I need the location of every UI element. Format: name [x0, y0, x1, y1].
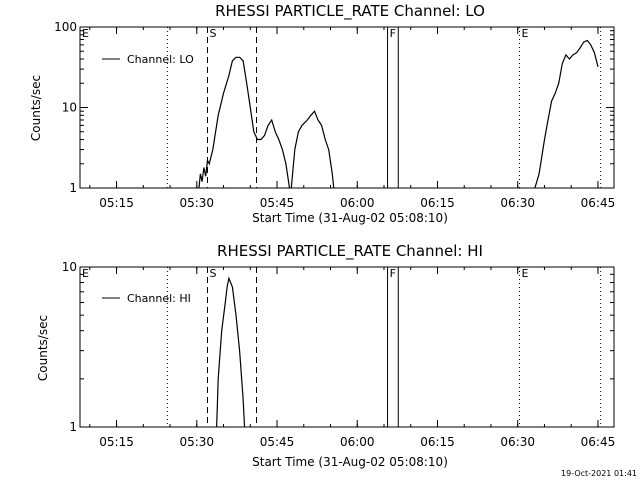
x-tick-label-lo: 06:00 [340, 196, 375, 210]
y-tick-label-lo: 100 [54, 20, 77, 34]
x-tick-label-hi: 05:45 [260, 435, 295, 449]
x-tick-label-lo: 05:15 [99, 196, 134, 210]
event-marker-label-hi: F [390, 267, 396, 280]
event-marker-label-hi: E [522, 267, 529, 280]
legend-label-hi: Channel: HI [127, 292, 191, 305]
event-marker-label-lo: E [522, 27, 529, 40]
series-line-lo [534, 39, 599, 188]
x-tick-label-lo: 06:30 [500, 196, 535, 210]
legend-label-lo: Channel: LO [127, 53, 194, 66]
panel-lo: RHESSI PARTICLE_RATE Channel: LO 05:15 05… [29, 2, 615, 225]
legend-lo: Channel: LO [102, 53, 194, 66]
panel-hi: RHESSI PARTICLE_RATE Channel: HI 05:15 05… [36, 242, 615, 469]
x-tick-label-hi: 06:00 [340, 435, 375, 449]
x-tick-label-hi: 05:15 [99, 435, 134, 449]
timestamp-stamp: 19-Oct-2021 01:41 [561, 469, 637, 478]
y-axis-label-hi: Counts/sec [36, 315, 50, 381]
x-tick-label-lo: 05:30 [179, 196, 214, 210]
x-tick-label-hi: 06:45 [581, 435, 616, 449]
plot-area-hi: 05:15 05:30 05:45 06:00 06:15 06:30 06:45 1 10 E S… [62, 260, 616, 449]
x-tick-label-hi: 05:30 [179, 435, 214, 449]
y-tick-label-lo: 1 [69, 181, 77, 195]
x-axis-label-hi: Start Time (31-Aug-02 05:08:10) [252, 455, 448, 469]
x-tick-label-hi: 06:30 [500, 435, 535, 449]
plot-frame-hi [79, 266, 615, 428]
plot-area-lo: 05:15 05:30 05:45 06:00 06:15 06:30 06:45 1 10 10… [54, 20, 615, 210]
chart-title-lo: RHESSI PARTICLE_RATE Channel: LO [215, 2, 485, 21]
event-marker-label-hi: S [209, 267, 216, 280]
series-line-lo [198, 56, 291, 188]
event-marker-label-lo: E [82, 27, 89, 40]
y-axis-label-lo: Counts/sec [29, 75, 43, 141]
x-tick-label-lo: 06:15 [420, 196, 455, 210]
series-line-hi [216, 276, 246, 427]
y-tick-label-lo: 10 [62, 101, 77, 115]
x-tick-label-lo: 05:45 [260, 196, 295, 210]
x-tick-label-lo: 06:45 [581, 196, 616, 210]
legend-hi: Channel: HI [102, 292, 191, 305]
x-axis-label-lo: Start Time (31-Aug-02 05:08:10) [252, 211, 448, 225]
chart-title-hi: RHESSI PARTICLE_RATE Channel: HI [217, 242, 483, 261]
plot-frame-lo [79, 26, 615, 189]
y-tick-label-hi: 10 [62, 260, 77, 274]
event-marker-label-lo: F [390, 27, 396, 40]
event-marker-label-lo: S [209, 27, 216, 40]
event-marker-label-hi: E [82, 267, 89, 280]
y-tick-label-hi: 1 [69, 420, 77, 434]
series-line-lo [290, 110, 335, 188]
x-tick-label-hi: 06:15 [420, 435, 455, 449]
